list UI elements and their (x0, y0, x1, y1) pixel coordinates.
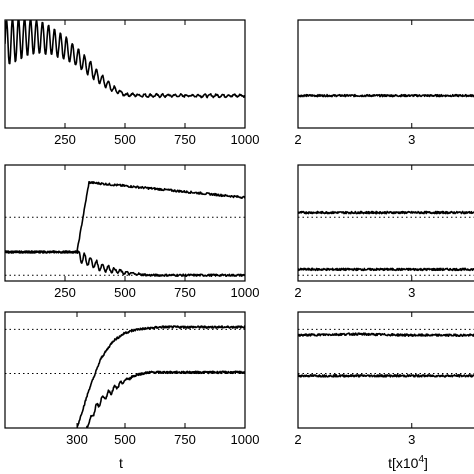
series-line-1 (298, 332, 474, 338)
plot-frame (4, 164, 246, 282)
x-axis-label-right-base: t[x10 (388, 455, 419, 471)
x-tick-label: 250 (54, 132, 76, 147)
x-tick-label: 2 (294, 132, 301, 147)
x-tick-label: 750 (174, 285, 196, 300)
series-line-1 (298, 93, 474, 98)
series-line-2 (298, 373, 474, 378)
panel-1-left: 250 500 750 1000 (4, 19, 260, 147)
x-axis-label-left: t (119, 455, 123, 471)
plot-frame (297, 311, 474, 429)
plot-frame (297, 164, 474, 282)
x-axis-label-right-end: ] (424, 455, 428, 471)
x-tick-label: 1000 (231, 285, 260, 300)
x-axis-label-right-exponent: 4 (418, 454, 424, 465)
x-tick-label: 750 (174, 432, 196, 447)
series-line-2 (298, 267, 474, 272)
series-line-2 (85, 370, 245, 428)
x-tick-label: 3 (408, 285, 415, 300)
x-tick-label: 3 (408, 132, 415, 147)
x-tick-label: 500 (114, 432, 136, 447)
series-line-2 (5, 250, 245, 278)
plot-frame (297, 19, 474, 129)
panel-3-left: 300 500 750 1000 (4, 311, 260, 447)
x-tick-label: 500 (114, 132, 136, 147)
series-line-1 (298, 210, 474, 215)
panel-2-left: 250 500 750 1000 (4, 164, 260, 300)
x-tick-label: 1000 (231, 132, 260, 147)
x-tick-label: 500 (114, 285, 136, 300)
x-tick-label: 750 (174, 132, 196, 147)
series-line-1 (5, 20, 245, 99)
x-axis-label-right: t[x104] (388, 454, 428, 471)
x-tick-label: 2 (294, 432, 301, 447)
series-line-1 (76, 325, 245, 428)
x-tick-label: 3 (408, 432, 415, 447)
x-tick-label: 250 (54, 285, 76, 300)
x-tick-label: 1000 (231, 432, 260, 447)
x-tick-label: 2 (294, 285, 301, 300)
x-tick-label: 300 (66, 432, 88, 447)
